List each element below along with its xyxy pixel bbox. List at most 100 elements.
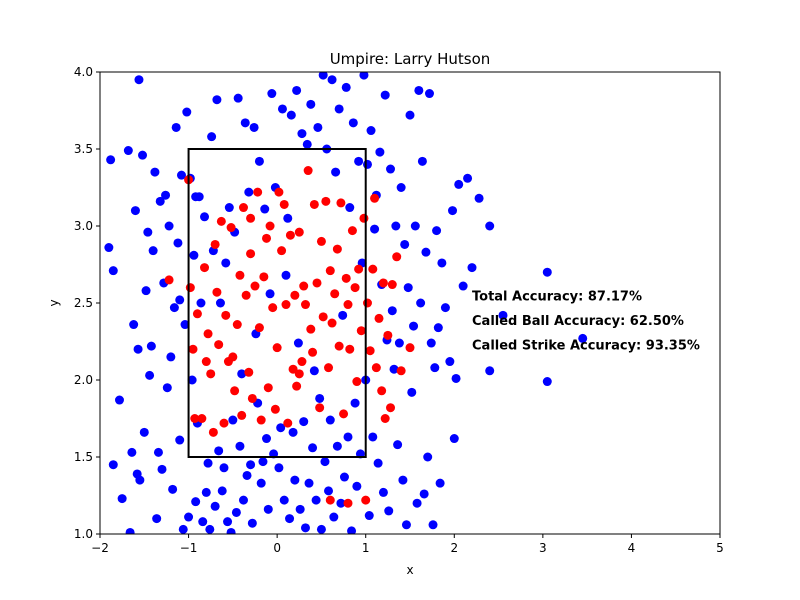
scatter-point [316,236,326,246]
scatter-point [542,377,552,387]
scatter-point [383,330,393,340]
scatter-point [178,524,188,534]
scatter-point [198,517,208,527]
y-tick-label: 3.5 [74,142,93,156]
x-tick-label: 3 [539,541,547,555]
scatter-point [148,246,158,256]
scatter-point [370,224,380,234]
scatter-point [467,263,477,273]
scatter-point [330,289,340,299]
scatter-point [410,221,420,231]
chart-title: Umpire: Larry Hutson [330,50,491,68]
scatter-point [207,132,217,142]
scatter-point [191,497,201,507]
scatter-point [474,193,484,203]
scatter-point [184,512,194,522]
scatter-point [377,386,387,396]
scatter-point [350,398,360,408]
scatter-point [231,507,241,517]
scatter-point [157,464,167,474]
scatter-point [343,498,353,508]
scatter-point [254,323,264,333]
scatter-point [233,93,243,103]
scatter-point [332,441,342,451]
scatter-point [445,357,455,367]
scatter-point [130,206,140,216]
scatter-point [332,244,342,254]
scatter-point [387,280,397,290]
scatter-point [345,344,355,354]
scatter-point [256,415,266,425]
scatter-point [380,90,390,100]
scatter-point [392,252,402,262]
x-axis-label: x [406,563,413,577]
scatter-point [359,213,369,223]
scatter-point [294,369,304,379]
scatter-point [221,310,231,320]
scatter-point [212,95,222,105]
scatter-point [175,295,185,305]
scatter-point [300,300,310,310]
scatter-point [320,457,330,467]
scatter-point [171,122,181,132]
scatter-point [311,495,321,505]
scatter-point [263,504,273,514]
scatter-point [336,198,346,208]
scatter-point [216,216,226,226]
scatter-point [300,523,310,533]
scatter-point [485,221,495,231]
scatter-point [244,187,254,197]
scatter-point [114,395,124,405]
scatter-point [263,383,273,393]
scatter-point [295,504,305,514]
scatter-point [223,517,233,527]
scatter-point [371,363,381,373]
scatter-point [380,414,390,423]
scatter-point [277,104,287,114]
scatter-point [329,512,339,522]
scatter-point [327,75,337,85]
scatter-point [161,190,171,200]
scatter-point [194,192,204,202]
scatter-point [246,213,256,223]
scatter-point [325,495,335,505]
scatter-point [338,310,348,320]
scatter-point [247,518,257,528]
scatter-point [281,270,291,280]
scatter-point [306,324,316,334]
scatter-point [412,498,422,508]
y-tick-label: 1.0 [74,527,93,541]
x-tick-label: 0 [273,541,281,555]
scatter-point [262,434,272,444]
scatter-point [210,239,220,249]
scatter-point [308,347,318,357]
scatter-point [201,487,211,497]
scatter-point [374,313,384,323]
scatter-point [386,403,396,413]
scatter-point [214,340,224,350]
scatter-point [221,258,231,268]
scatter-point [285,230,295,240]
scatter-point [297,357,307,367]
scatter-point [303,166,313,176]
scatter-point [224,203,234,213]
scatter-point [458,281,468,291]
scatter-point [318,72,328,80]
scatter-point [312,278,322,288]
annotation-layer: Total Accuracy: 87.17% Called Ball Accura… [472,289,700,353]
scatter-point [449,434,459,444]
scatter-point [230,386,240,396]
scatter-point [318,312,328,322]
x-tick-label: 4 [628,541,636,555]
scatter-point [258,457,268,467]
scatter-point [288,427,298,437]
scatter-point [423,452,433,462]
scatter-point [106,155,116,165]
accuracy-annotation: Called Strike Accuracy: 93.35% [472,339,700,354]
scatter-point [308,443,318,453]
scatter-point [138,150,148,160]
scatter-point [125,527,135,534]
y-tick-label: 2.5 [74,296,93,310]
scatter-point [196,298,206,308]
y-tick-label: 1.5 [74,450,93,464]
